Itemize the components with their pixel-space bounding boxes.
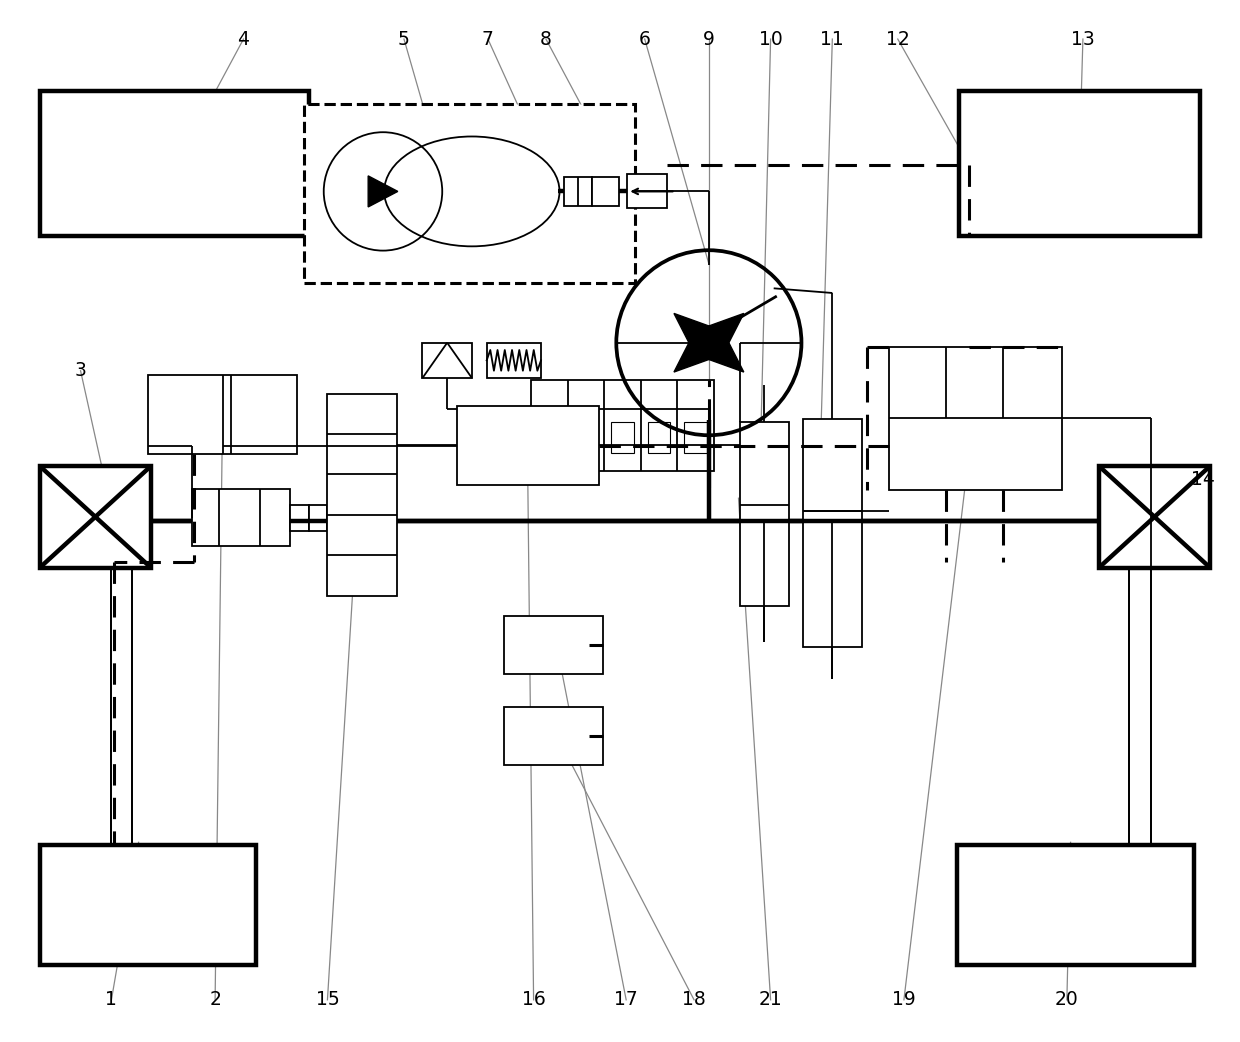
Text: 19: 19: [892, 990, 916, 1010]
Bar: [627, 174, 667, 208]
Bar: [684, 422, 707, 452]
Polygon shape: [675, 331, 723, 372]
Polygon shape: [368, 176, 398, 207]
Bar: [309, 505, 327, 531]
Bar: [957, 845, 1194, 965]
Text: 9: 9: [703, 29, 714, 49]
Bar: [564, 177, 591, 206]
Bar: [591, 177, 619, 206]
Text: 18: 18: [682, 990, 706, 1010]
Text: 1: 1: [105, 990, 118, 1010]
Text: 5: 5: [398, 29, 410, 49]
Polygon shape: [694, 331, 744, 372]
Bar: [423, 343, 472, 378]
Bar: [611, 422, 634, 452]
Text: 3: 3: [74, 362, 87, 380]
Polygon shape: [694, 314, 744, 354]
Bar: [1099, 466, 1210, 568]
Text: 6: 6: [639, 29, 651, 49]
Bar: [647, 422, 670, 452]
Bar: [149, 375, 296, 453]
Text: 4: 4: [238, 29, 249, 49]
Bar: [889, 347, 1061, 490]
Bar: [503, 706, 603, 765]
Bar: [327, 394, 397, 596]
Text: 11: 11: [821, 29, 844, 49]
Bar: [486, 343, 541, 378]
Bar: [575, 422, 596, 452]
Text: 20: 20: [1055, 990, 1079, 1010]
Bar: [192, 489, 290, 546]
Bar: [531, 380, 714, 471]
Bar: [40, 466, 151, 568]
Text: 12: 12: [885, 29, 910, 49]
Text: 8: 8: [539, 29, 552, 49]
Bar: [503, 617, 603, 674]
Text: 13: 13: [1071, 29, 1095, 49]
Bar: [740, 422, 789, 606]
Polygon shape: [675, 314, 723, 354]
Text: 15: 15: [315, 990, 340, 1010]
Text: 16: 16: [522, 990, 546, 1010]
Bar: [538, 422, 560, 452]
Text: 14: 14: [1190, 470, 1215, 489]
Text: 7: 7: [482, 29, 494, 49]
Text: 17: 17: [614, 990, 639, 1010]
Bar: [290, 505, 309, 531]
Bar: [802, 420, 862, 647]
Bar: [304, 104, 635, 282]
Text: 10: 10: [759, 29, 782, 49]
Text: 21: 21: [759, 990, 782, 1010]
Bar: [40, 845, 255, 965]
Bar: [960, 91, 1200, 235]
Bar: [40, 91, 309, 235]
Bar: [458, 406, 599, 485]
Text: 2: 2: [210, 990, 221, 1010]
